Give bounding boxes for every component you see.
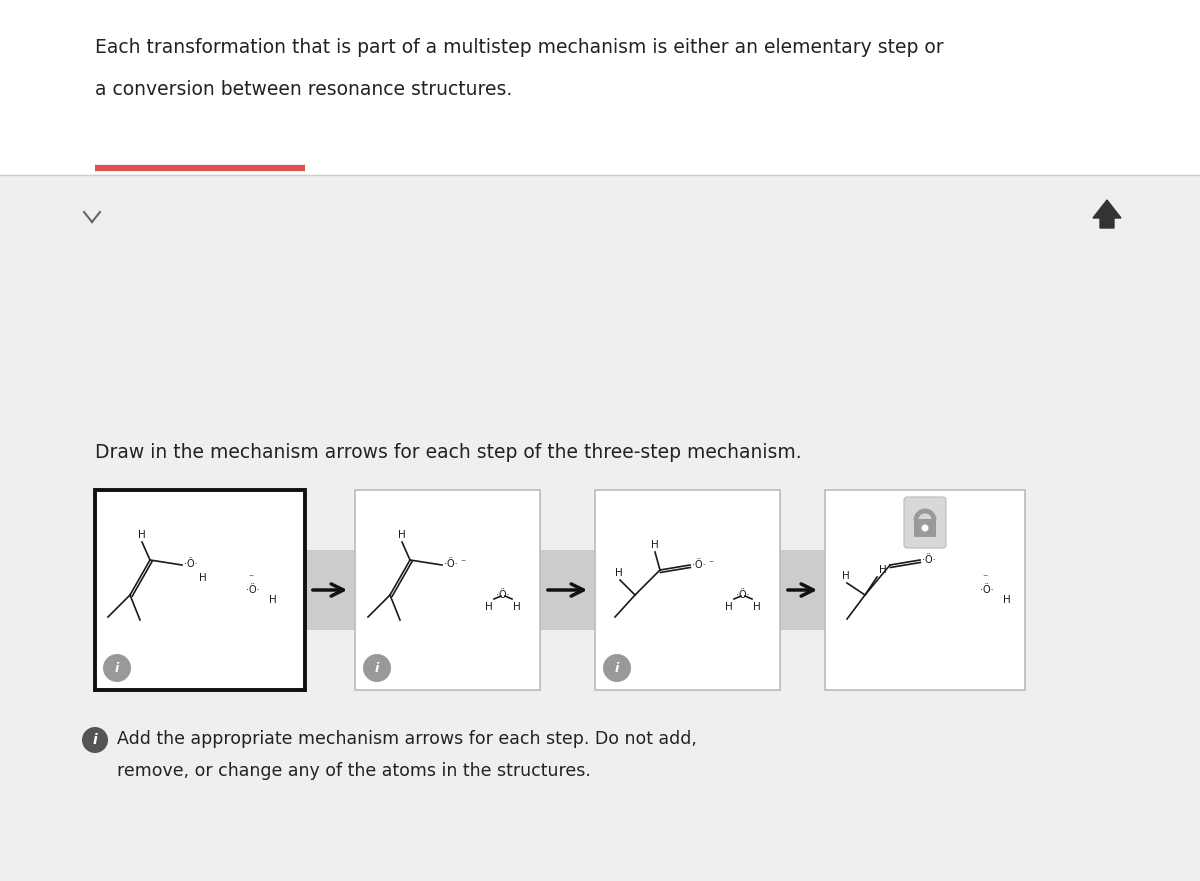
Text: H: H [616, 568, 623, 578]
Text: ·Ö·: ·Ö· [980, 585, 994, 595]
Text: H: H [878, 565, 887, 575]
Bar [780, 550, 826, 630]
Text: Add the appropriate mechanism arrows for each step. Do not add,: Add the appropriate mechanism arrows for… [118, 730, 697, 748]
Text: ⁻: ⁻ [248, 573, 253, 583]
Text: ⁻: ⁻ [983, 573, 988, 583]
Circle shape [82, 727, 108, 753]
Bar [595, 490, 780, 690]
Text: Draw in the mechanism arrows for each step of the three-step mechanism.: Draw in the mechanism arrows for each st… [95, 443, 802, 462]
Text: ·Ö·: ·Ö· [496, 590, 510, 600]
Text: H: H [199, 573, 206, 583]
Text: H: H [398, 530, 406, 540]
Text: i: i [614, 662, 619, 675]
Text: remove, or change any of the atoms in the structures.: remove, or change any of the atoms in th… [118, 762, 590, 780]
Text: H: H [1003, 595, 1010, 605]
Text: H: H [652, 540, 659, 550]
Circle shape [604, 654, 631, 682]
Text: ·Ö·: ·Ö· [184, 559, 198, 569]
Text: H: H [842, 571, 850, 581]
Text: a conversion between resonance structures.: a conversion between resonance structure… [95, 80, 512, 99]
Text: H: H [485, 602, 493, 612]
Bar [95, 490, 305, 690]
Text: ⁻: ⁻ [708, 559, 713, 569]
Text: H: H [754, 602, 761, 612]
Bar [826, 490, 1025, 690]
Circle shape [364, 654, 391, 682]
Bar [0, 0, 1200, 175]
Text: i: i [92, 733, 97, 747]
Text: H: H [514, 602, 521, 612]
Text: H: H [725, 602, 733, 612]
Circle shape [103, 654, 131, 682]
Text: Each transformation that is part of a multistep mechanism is either an elementar: Each transformation that is part of a mu… [95, 38, 943, 57]
Text: ·Ö·: ·Ö· [444, 559, 457, 569]
FancyBboxPatch shape [914, 519, 936, 537]
Text: H: H [138, 530, 146, 540]
Bar [540, 550, 595, 630]
Circle shape [922, 524, 929, 531]
FancyBboxPatch shape [904, 497, 946, 548]
Text: i: i [374, 662, 379, 675]
Text: ·Ö·: ·Ö· [246, 585, 260, 595]
Bar [0, 175, 1200, 881]
Text: ·Ö·: ·Ö· [736, 590, 750, 600]
Bar [355, 490, 540, 690]
Text: ·Ö·: ·Ö· [692, 560, 706, 570]
Text: ⁻: ⁻ [460, 558, 466, 568]
Bar [305, 550, 355, 630]
Text: H: H [269, 595, 277, 605]
Text: ·Ö·: ·Ö· [922, 555, 936, 565]
Text: i: i [115, 662, 119, 675]
Polygon shape [1093, 200, 1121, 228]
